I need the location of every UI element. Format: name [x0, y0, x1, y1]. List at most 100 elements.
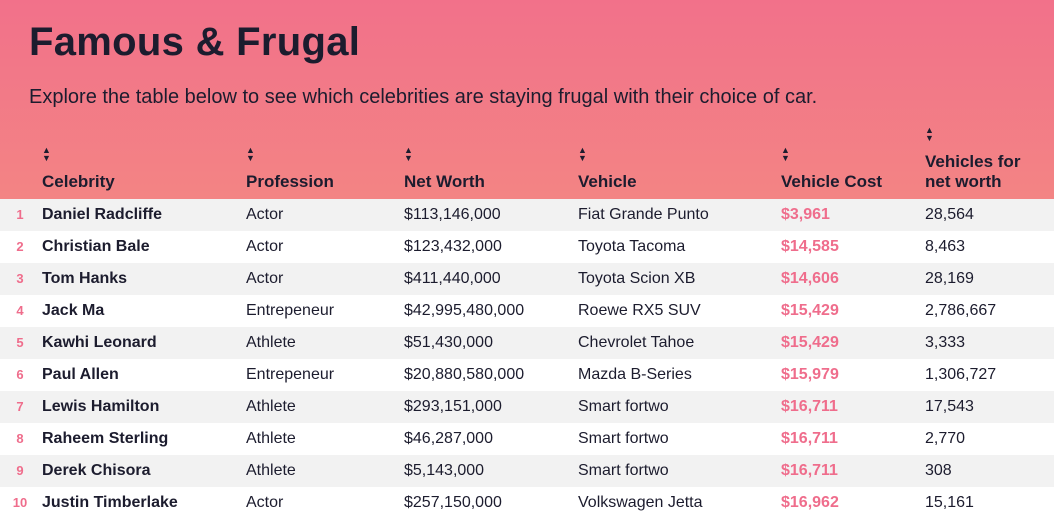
vehicle-cell: Fiat Grande Punto: [578, 206, 709, 223]
column-header-label: Vehicle: [578, 172, 637, 191]
profession-cell: Athlete: [246, 334, 296, 351]
table-body: 1 Daniel Radcliffe Actor $113,146,000 Fi…: [0, 199, 1054, 519]
table-row: 8 Raheem Sterling Athlete $46,287,000 Sm…: [0, 423, 1054, 455]
column-header-vehicles-for-net-worth[interactable]: ▲ ▼ Vehicles for net worth: [925, 126, 1035, 192]
row-rank: 3: [16, 271, 24, 286]
profession-cell: Athlete: [246, 462, 296, 479]
row-rank: 7: [16, 399, 24, 414]
net-worth-cell: $257,150,000: [404, 494, 502, 511]
page-subtitle: Explore the table below to see which cel…: [29, 86, 818, 108]
vehicle-cost-cell: $14,606: [781, 270, 839, 287]
vehicle-cell: Volkswagen Jetta: [578, 494, 703, 511]
vehicle-cost-cell: $16,711: [781, 430, 838, 447]
vehicles-for-net-worth-cell: 17,543: [925, 398, 974, 415]
vehicle-cost-cell: $15,429: [781, 334, 839, 351]
celebrity-cell: Jack Ma: [42, 302, 105, 319]
row-rank: 10: [12, 495, 28, 510]
row-rank: 1: [16, 207, 24, 222]
vehicle-cell: Smart fortwo: [578, 430, 669, 447]
row-rank: 6: [16, 367, 24, 382]
vehicles-for-net-worth-cell: 8,463: [925, 238, 966, 255]
vehicle-cell: Toyota Tacoma: [578, 238, 686, 255]
vehicle-cell: Chevrolet Tahoe: [578, 334, 695, 351]
column-header-label: Vehicles for net worth: [925, 152, 1021, 191]
net-worth-cell: $20,880,580,000: [404, 366, 525, 383]
column-header-vehicle-cost[interactable]: ▲ ▼ Vehicle Cost: [781, 146, 882, 192]
profession-cell: Entrepeneur: [246, 366, 335, 383]
profession-cell: Actor: [246, 494, 284, 511]
column-header-celebrity[interactable]: ▲ ▼ Celebrity: [42, 146, 115, 192]
vehicle-cell: Smart fortwo: [578, 398, 669, 415]
page-header: Famous & Frugal Explore the table below …: [0, 0, 1054, 199]
vehicle-cost-cell: $16,711: [781, 398, 838, 415]
table-row: 5 Kawhi Leonard Athlete $51,430,000 Chev…: [0, 327, 1054, 359]
table-row: 6 Paul Allen Entrepeneur $20,880,580,000…: [0, 359, 1054, 391]
net-worth-cell: $411,440,000: [404, 270, 501, 287]
celebrity-cell: Tom Hanks: [42, 270, 128, 287]
table-row: 3 Tom Hanks Actor $411,440,000 Toyota Sc…: [0, 263, 1054, 295]
vehicle-cost-cell: $16,711: [781, 462, 838, 479]
celebrity-cell: Christian Bale: [42, 238, 150, 255]
sort-arrows-icon[interactable]: ▲ ▼: [42, 145, 51, 163]
profession-cell: Entrepeneur: [246, 302, 335, 319]
vehicles-for-net-worth-cell: 28,564: [925, 206, 974, 223]
net-worth-cell: $293,151,000: [404, 398, 502, 415]
sort-arrows-icon[interactable]: ▲ ▼: [404, 145, 413, 163]
vehicle-cell: Smart fortwo: [578, 462, 669, 479]
vehicle-cell: Toyota Scion XB: [578, 270, 696, 287]
net-worth-cell: $113,146,000: [404, 206, 501, 223]
column-header-vehicle[interactable]: ▲ ▼ Vehicle: [578, 146, 637, 192]
profession-cell: Actor: [246, 270, 284, 287]
profession-cell: Athlete: [246, 398, 296, 415]
celebrity-cell: Lewis Hamilton: [42, 398, 160, 415]
vehicles-for-net-worth-cell: 2,770: [925, 430, 966, 447]
net-worth-cell: $46,287,000: [404, 430, 493, 447]
column-header-label: Net Worth: [404, 172, 485, 191]
row-rank: 2: [16, 239, 24, 254]
vehicles-for-net-worth-cell: 15,161: [925, 494, 974, 511]
celebrity-cell: Daniel Radcliffe: [42, 206, 163, 223]
column-header-net-worth[interactable]: ▲ ▼ Net Worth: [404, 146, 485, 192]
profession-cell: Athlete: [246, 430, 296, 447]
table-row: 2 Christian Bale Actor $123,432,000 Toyo…: [0, 231, 1054, 263]
vehicle-cost-cell: $14,585: [781, 238, 839, 255]
page-title: Famous & Frugal: [29, 20, 361, 64]
vehicles-for-net-worth-cell: 1,306,727: [925, 366, 997, 383]
celebrity-cell: Paul Allen: [42, 366, 119, 383]
row-rank: 8: [16, 431, 24, 446]
row-rank: 9: [16, 463, 24, 478]
sort-arrows-icon[interactable]: ▲ ▼: [781, 145, 790, 163]
celebrity-cell: Justin Timberlake: [42, 494, 178, 511]
sort-arrows-icon[interactable]: ▲ ▼: [578, 145, 587, 163]
net-worth-cell: $51,430,000: [404, 334, 493, 351]
celebrity-cell: Kawhi Leonard: [42, 334, 157, 351]
vehicle-cost-cell: $15,979: [781, 366, 839, 383]
vehicle-cell: Mazda B-Series: [578, 366, 692, 383]
table-row: 4 Jack Ma Entrepeneur $42,995,480,000 Ro…: [0, 295, 1054, 327]
profession-cell: Actor: [246, 206, 284, 223]
column-header-label: Profession: [246, 172, 334, 191]
table-row: 10 Justin Timberlake Actor $257,150,000 …: [0, 487, 1054, 519]
profession-cell: Actor: [246, 238, 284, 255]
net-worth-cell: $5,143,000: [404, 462, 485, 479]
net-worth-cell: $42,995,480,000: [404, 302, 525, 319]
vehicles-for-net-worth-cell: 2,786,667: [925, 302, 997, 319]
vehicle-cost-cell: $3,961: [781, 206, 830, 223]
vehicles-for-net-worth-cell: 3,333: [925, 334, 966, 351]
row-rank: 4: [16, 303, 24, 318]
vehicle-cost-cell: $16,962: [781, 494, 839, 511]
vehicle-cell: Roewe RX5 SUV: [578, 302, 701, 319]
table-row: 1 Daniel Radcliffe Actor $113,146,000 Fi…: [0, 199, 1054, 231]
sort-arrows-icon[interactable]: ▲ ▼: [246, 145, 255, 163]
sort-arrows-icon[interactable]: ▲ ▼: [925, 125, 934, 143]
table-row: 7 Lewis Hamilton Athlete $293,151,000 Sm…: [0, 391, 1054, 423]
column-header-label: Celebrity: [42, 172, 115, 191]
column-header-label: Vehicle Cost: [781, 172, 883, 191]
vehicles-for-net-worth-cell: 308: [925, 462, 952, 479]
net-worth-cell: $123,432,000: [404, 238, 502, 255]
vehicle-cost-cell: $15,429: [781, 302, 839, 319]
row-rank: 5: [16, 335, 24, 350]
column-header-profession[interactable]: ▲ ▼ Profession: [246, 146, 334, 192]
celebrity-cell: Derek Chisora: [42, 462, 151, 479]
table-row: 9 Derek Chisora Athlete $5,143,000 Smart…: [0, 455, 1054, 487]
